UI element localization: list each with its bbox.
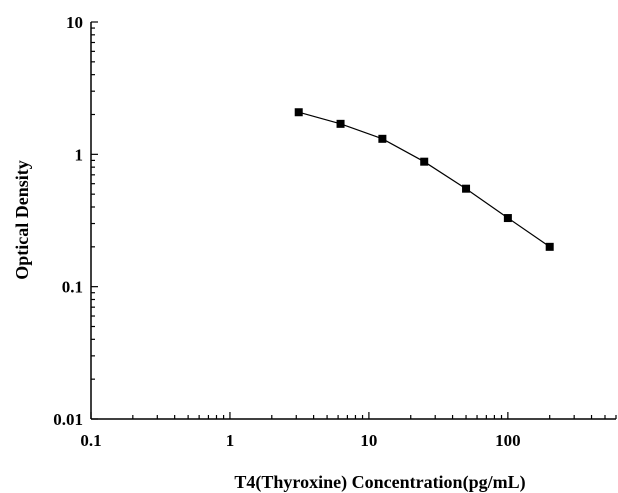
- data-point: [378, 134, 387, 143]
- axes: [90, 22, 616, 420]
- y-tick-label: 1: [75, 145, 84, 164]
- series-line: [298, 111, 551, 248]
- ticks: [90, 21, 617, 420]
- data-point: [336, 119, 345, 128]
- x-axis-title: T4(Thyroxine) Concentration(pg/mL): [234, 472, 525, 493]
- data-point: [294, 108, 303, 117]
- data-point: [503, 214, 512, 223]
- data-point: [545, 242, 554, 251]
- data-point: [420, 157, 429, 166]
- x-tick-label: 1: [226, 431, 235, 450]
- y-tick-label: 0.1: [62, 278, 83, 297]
- y-tick-label: 0.01: [53, 410, 83, 429]
- y-axis-title: Optical Density: [12, 160, 32, 280]
- y-tick-label: 10: [66, 13, 83, 32]
- data-point: [462, 184, 471, 193]
- x-tick-label: 100: [495, 431, 521, 450]
- x-tick-label: 0.1: [80, 431, 101, 450]
- series: [294, 108, 554, 251]
- tick-labels: 0.1 1 10 100 0.01 0.1 1 10: [53, 13, 520, 450]
- x-tick-label: 10: [360, 431, 377, 450]
